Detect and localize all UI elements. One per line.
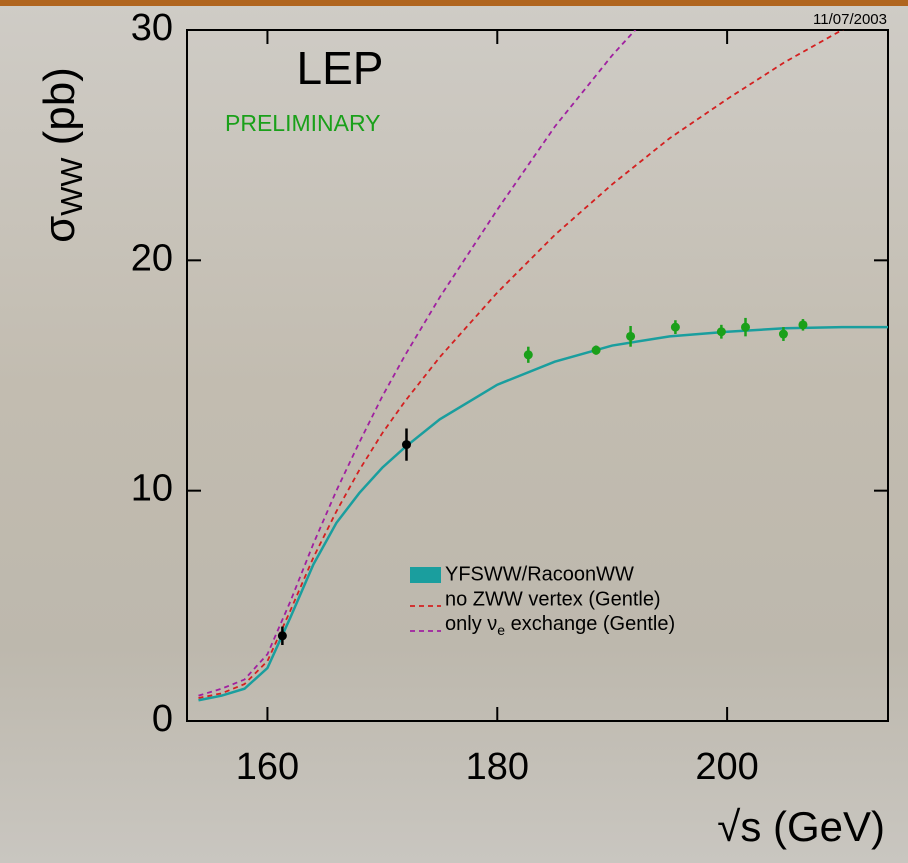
legend-label: YFSWW/RacoonWW — [445, 563, 634, 585]
data-point — [670, 322, 680, 332]
y-tick-label: 10 — [131, 468, 173, 510]
curve — [198, 30, 845, 699]
data-point — [401, 440, 411, 450]
data-point — [277, 631, 287, 641]
data-point — [523, 350, 533, 360]
x-tick-label: 180 — [466, 746, 529, 788]
curve — [198, 30, 637, 697]
legend-swatch — [410, 567, 441, 583]
top-bar — [0, 0, 908, 6]
data-point — [778, 329, 788, 339]
plot-frame — [186, 29, 889, 722]
x-tick-label: 200 — [695, 746, 758, 788]
date: 11/07/2003 — [813, 11, 887, 28]
data-point — [798, 320, 808, 330]
plot-area — [198, 30, 888, 702]
data-point — [741, 322, 751, 332]
legend-label: only νe exchange (Gentle) — [445, 613, 675, 637]
data-point — [716, 327, 726, 337]
y-axis-label: σWW (pb) — [35, 67, 90, 243]
y-tick-label: 20 — [131, 237, 173, 279]
subtitle: PRELIMINARY — [225, 110, 381, 136]
legend-label: no ZWW vertex (Gentle) — [445, 588, 661, 610]
data-point — [591, 345, 601, 355]
y-tick-label: 0 — [152, 698, 173, 740]
chart-title: LEP — [297, 42, 384, 94]
x-tick-label: 160 — [236, 746, 299, 788]
x-axis-label: √s (GeV) — [717, 803, 885, 850]
data-point — [626, 331, 636, 341]
y-tick-label: 30 — [131, 7, 173, 49]
